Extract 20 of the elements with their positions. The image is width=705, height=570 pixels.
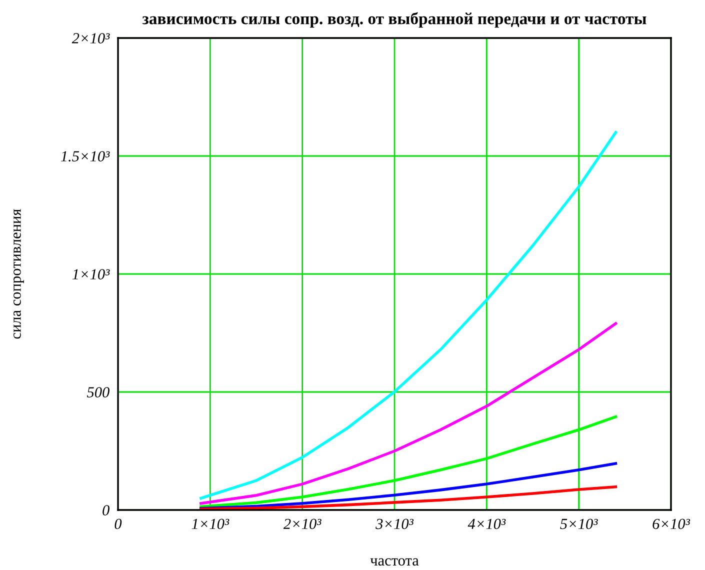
y-tick-label: 1.5×10³ bbox=[60, 151, 110, 162]
chart-title: зависимость силы сопр. возд. от выбранной передачи и от частоты bbox=[142, 12, 646, 28]
line-series bbox=[200, 131, 618, 500]
y-axis-title: сила сопротивления bbox=[14, 209, 24, 339]
line-series bbox=[200, 462, 618, 510]
x-tick-label: 5×10³ bbox=[560, 518, 598, 530]
x-tick-label: 1×10³ bbox=[192, 518, 230, 530]
x-tick-label: 2×10³ bbox=[283, 518, 322, 530]
y-tick-label: 0 bbox=[102, 505, 110, 516]
line-series bbox=[200, 322, 618, 505]
y-tick-label: 2×10³ bbox=[72, 33, 110, 44]
x-axis-title: частота bbox=[370, 558, 419, 566]
line-series bbox=[200, 485, 618, 510]
y-tick-label: 500 bbox=[86, 387, 110, 398]
x-tick-label: 3×10³ bbox=[376, 518, 414, 530]
y-tick-label: 1×10³ bbox=[72, 269, 110, 280]
x-tick-label: 4×10³ bbox=[468, 518, 506, 530]
x-tick-label: 0 bbox=[114, 518, 122, 530]
x-tick-label: 6×10³ bbox=[652, 518, 690, 530]
line-series bbox=[200, 415, 618, 508]
